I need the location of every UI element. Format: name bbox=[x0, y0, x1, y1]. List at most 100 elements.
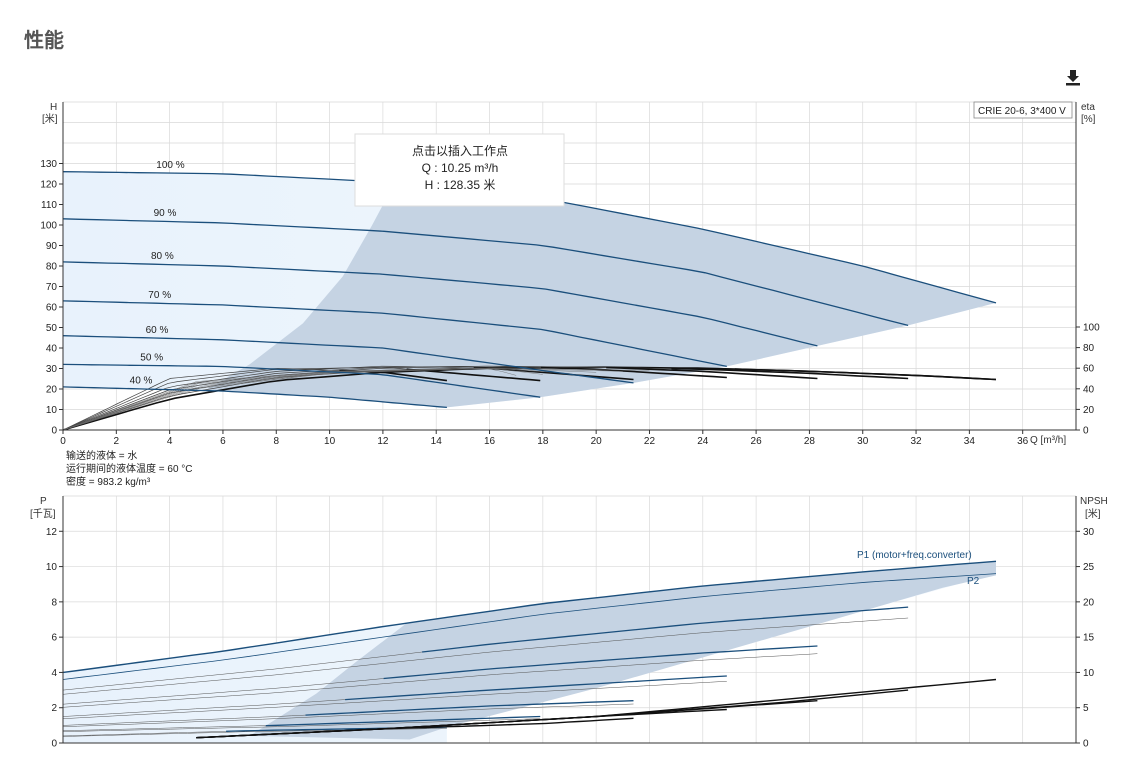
x-tick-label: 24 bbox=[697, 436, 709, 447]
y-tick-label: 130 bbox=[40, 159, 57, 170]
y2-tick-label: 60 bbox=[1083, 364, 1095, 375]
speed-label: 50 % bbox=[140, 352, 163, 363]
efficiency-curve-thin bbox=[62, 368, 463, 431]
y2-tick-label: 10 bbox=[1083, 668, 1095, 679]
density-note: 密度 = 983.2 kg/m³ bbox=[66, 475, 151, 488]
power-curves[interactable] bbox=[62, 560, 997, 737]
power-chart[interactable]: 0 2 4 6 8 10 12 0 5 10 15 20 25 30 P [千瓦] NPSH [米] P1… bbox=[30, 495, 1108, 750]
p1-label: P1 (motor+freq.converter) bbox=[857, 550, 972, 561]
npsh-curve bbox=[196, 717, 634, 739]
head-curve bbox=[62, 335, 634, 384]
power-y-label-top: P bbox=[40, 496, 47, 507]
power-operating-area bbox=[249, 561, 997, 740]
efficiency-curve-end bbox=[606, 366, 818, 380]
y-tick-label: 0 bbox=[51, 739, 57, 750]
speed-power-curve bbox=[265, 715, 541, 727]
x-tick-label: 18 bbox=[537, 436, 549, 447]
x-tick-label: 26 bbox=[751, 436, 763, 447]
y-tick-label: 10 bbox=[46, 405, 58, 416]
x-tick-label: 16 bbox=[484, 436, 496, 447]
y-tick-label: 4 bbox=[51, 668, 57, 679]
p1-curve bbox=[62, 560, 997, 674]
speed-power-curve-p2 bbox=[62, 617, 909, 695]
y2-tick-label: 20 bbox=[1083, 405, 1095, 416]
speed-label: 90 % bbox=[154, 208, 177, 219]
npsh-curves[interactable] bbox=[196, 678, 997, 739]
efficiency-curve-end bbox=[540, 366, 727, 379]
x-tick-label: 4 bbox=[167, 436, 173, 447]
x-tick-label: 10 bbox=[324, 436, 336, 447]
head-area bbox=[63, 171, 996, 408]
efficiency-curve-thin bbox=[62, 367, 650, 431]
npsh-label-unit: [米] bbox=[1085, 507, 1101, 520]
y-tick-label: 90 bbox=[46, 241, 58, 252]
x-tick-label: 22 bbox=[644, 436, 656, 447]
tooltip[interactable]: 点击以插入工作点 Q : 10.25 m³/h H : 128.35 米 bbox=[354, 133, 565, 207]
speed-power-curve bbox=[422, 606, 909, 653]
y-tick-label: 110 bbox=[41, 200, 57, 211]
temperature-note: 运行期间的液体温度 = 60 °C bbox=[66, 462, 193, 475]
download-icon[interactable] bbox=[1062, 66, 1084, 88]
power-area bbox=[63, 561, 997, 743]
y-tick-label: 60 bbox=[46, 303, 58, 314]
head-y-label-unit: [米] bbox=[42, 112, 58, 125]
y2-tick-label: 0 bbox=[1083, 739, 1089, 750]
y2-tick-label: 40 bbox=[1083, 384, 1095, 395]
y-tick-label: 2 bbox=[51, 703, 57, 714]
x-tick-label: 14 bbox=[431, 436, 443, 447]
y-tick-label: 12 bbox=[46, 527, 58, 538]
head-axes: 0 2 4 6 8 10 12 14 16 18 20 22 24 26 28 30 32 34 360102030… bbox=[40, 102, 1100, 447]
npsh-label-top: NPSH bbox=[1080, 496, 1108, 507]
y-tick-label: 40 bbox=[46, 344, 58, 355]
x-tick-label: 2 bbox=[114, 436, 120, 447]
speed-power-curve-p2 bbox=[62, 718, 541, 732]
speed-label: 70 % bbox=[148, 290, 171, 301]
head-operating-area bbox=[207, 178, 996, 408]
speed-label: 80 % bbox=[151, 251, 174, 262]
speed-power-curve bbox=[305, 700, 634, 716]
speed-power-curve-p2 bbox=[62, 703, 634, 728]
head-chart[interactable]: 0 2 4 6 8 10 12 14 16 18 20 22 24 26 28 30 32 34 360102030… bbox=[40, 101, 1100, 488]
speed-power-curve bbox=[345, 675, 727, 701]
power-axes: 0 2 4 6 8 10 12 0 5 10 15 20 25 30 bbox=[46, 496, 1095, 750]
head-curve bbox=[62, 386, 447, 409]
eta-label-top: eta bbox=[1081, 102, 1095, 113]
y-tick-label: 6 bbox=[51, 633, 57, 644]
x-tick-label: 6 bbox=[220, 436, 226, 447]
x-tick-label: 30 bbox=[857, 436, 869, 447]
head-curve bbox=[62, 218, 909, 327]
speed-power-curve bbox=[383, 645, 818, 680]
fluid-note: 输送的液体 = 水 bbox=[66, 449, 137, 462]
y2-tick-label: 25 bbox=[1083, 562, 1095, 573]
y2-tick-label: 20 bbox=[1083, 597, 1095, 608]
y2-tick-label: 0 bbox=[1083, 426, 1089, 437]
y-tick-label: 8 bbox=[51, 597, 57, 608]
x-tick-label: 20 bbox=[591, 436, 603, 447]
x-tick-label: 34 bbox=[964, 436, 976, 447]
head-curve bbox=[62, 300, 727, 368]
y2-tick-label: 100 bbox=[1083, 323, 1100, 334]
y-tick-label: 0 bbox=[51, 426, 57, 437]
eta-label-unit: [%] bbox=[1081, 114, 1096, 125]
y-tick-label: 100 bbox=[40, 221, 57, 232]
speed-label: 100 % bbox=[156, 160, 184, 171]
head-curve bbox=[62, 363, 541, 398]
tooltip-head: H : 128.35 米 bbox=[425, 178, 496, 192]
speed-label: 40 % bbox=[130, 376, 153, 387]
head-y-label-top: H bbox=[50, 102, 57, 113]
y-tick-label: 20 bbox=[46, 385, 58, 396]
head-x-label: Q [m³/h] bbox=[1030, 435, 1066, 446]
page-title: 性能 bbox=[24, 28, 64, 52]
tooltip-box bbox=[354, 133, 565, 207]
y-tick-label: 70 bbox=[46, 282, 58, 293]
model-label: CRIE 20-6, 3*400 V bbox=[978, 106, 1066, 117]
y-tick-label: 80 bbox=[46, 262, 58, 273]
x-tick-label: 36 bbox=[1017, 436, 1029, 447]
y2-tick-label: 80 bbox=[1083, 343, 1095, 354]
x-tick-label: 12 bbox=[377, 436, 389, 447]
x-tick-label: 32 bbox=[910, 436, 922, 447]
x-tick-label: 0 bbox=[60, 436, 66, 447]
speed-power-curve-p2 bbox=[62, 681, 727, 719]
y2-tick-label: 5 bbox=[1083, 703, 1089, 714]
